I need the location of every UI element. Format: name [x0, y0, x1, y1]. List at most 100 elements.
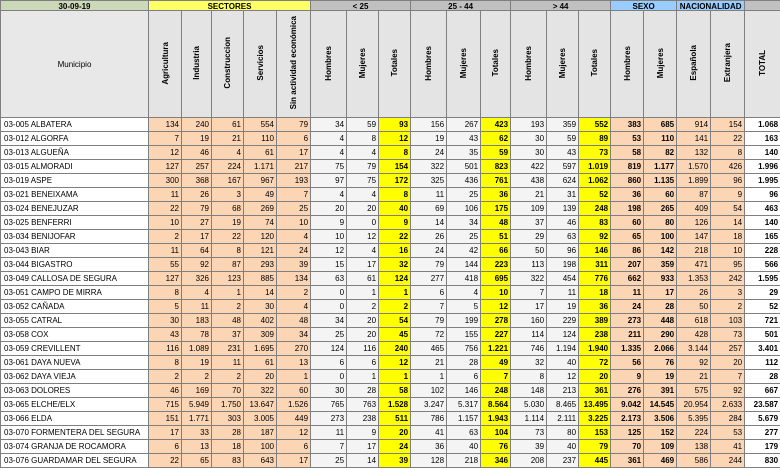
value-cell: 127: [148, 271, 182, 286]
value-cell: 110: [243, 131, 277, 146]
data-row: 03-059 CREVILLENT 116 1.089 231 1.695 270 124 1…: [0, 341, 780, 356]
value-cell: 22: [710, 131, 746, 146]
data-row: 03-066 ELDA 151 1.771 303 3.005 449 273 238 511 7…: [0, 411, 780, 426]
value-cell: 154: [378, 159, 412, 174]
column-header: Mujeres: [546, 10, 580, 118]
value-cell: 58: [610, 145, 645, 160]
value-cell: 325: [410, 173, 448, 188]
value-cell: 418: [446, 271, 482, 286]
value-cell: 20: [710, 355, 746, 370]
value-cell: 29: [744, 285, 780, 300]
value-cell: 32: [378, 257, 412, 272]
value-cell: 26: [181, 187, 212, 202]
value-cell: 244: [710, 453, 746, 468]
value-cell: 93: [378, 117, 412, 132]
value-cell: 9: [610, 369, 645, 384]
value-cell: 240: [181, 117, 212, 132]
value-cell: 409: [676, 201, 712, 216]
value-cell: 21: [211, 131, 244, 146]
column-header: Mujeres: [643, 10, 678, 118]
column-header: Servicios: [243, 10, 277, 118]
value-cell: 11: [610, 285, 645, 300]
value-cell: 39: [510, 439, 548, 454]
value-cell: 257: [710, 341, 746, 356]
value-cell: 8: [510, 369, 548, 384]
value-cell: 103: [710, 313, 746, 328]
value-cell: 9: [710, 187, 746, 202]
value-cell: 8: [710, 145, 746, 160]
value-cell: 56: [610, 355, 645, 370]
value-cell: 248: [578, 201, 612, 216]
value-cell: 17: [510, 299, 548, 314]
value-cell: 5.030: [510, 397, 548, 412]
value-cell: 1.135: [643, 173, 678, 188]
value-cell: 5.679: [744, 411, 780, 426]
value-cell: 30: [243, 299, 277, 314]
value-cell: 618: [676, 313, 712, 328]
value-cell: 59: [480, 145, 512, 160]
value-cell: 42: [446, 243, 482, 258]
value-cell: 3.225: [578, 411, 612, 426]
data-row: 03-013 ALGUEÑA 12 46 4 61 17 4 4 8 24 35 59 30 43 73 58…: [0, 145, 780, 160]
value-cell: 63: [546, 229, 580, 244]
value-cell: 967: [243, 173, 277, 188]
value-cell: 26: [410, 229, 448, 244]
value-cell: 154: [710, 117, 746, 132]
value-cell: 6: [446, 369, 482, 384]
value-cell: 2: [211, 369, 244, 384]
column-header-text: Totales: [590, 49, 600, 77]
value-cell: 48: [480, 215, 512, 230]
data-row: 03-070 FORMENTERA DEL SEGURA 17 33 28 187 12 1…: [0, 425, 780, 440]
value-cell: 126: [676, 215, 712, 230]
value-cell: 127: [148, 159, 182, 174]
value-cell: 20: [346, 313, 380, 328]
value-cell: 140: [744, 145, 780, 160]
column-header-text: Totales: [390, 49, 400, 77]
value-cell: 445: [578, 453, 612, 468]
value-cell: 128: [410, 453, 448, 468]
value-cell: 60: [610, 215, 645, 230]
value-cell: 276: [610, 383, 645, 398]
value-cell: 1.171: [243, 159, 277, 174]
value-cell: 25: [446, 229, 482, 244]
value-cell: 17: [181, 229, 212, 244]
value-cell: 22: [378, 229, 412, 244]
value-cell: 97: [310, 173, 348, 188]
value-cell: 8: [346, 131, 380, 146]
data-row: 03-063 DOLORES 46 169 70 322 60 30 28 58 102 146 24…: [0, 383, 780, 398]
value-cell: 1: [346, 285, 380, 300]
value-cell: 51: [480, 229, 512, 244]
value-cell: 13.495: [578, 397, 612, 412]
value-cell: 0: [310, 369, 348, 384]
value-cell: 25: [310, 327, 348, 342]
column-header-text: Extranjera: [723, 43, 733, 83]
value-cell: 10: [710, 243, 746, 258]
column-header: TOTAL: [744, 10, 780, 118]
value-cell: 30: [510, 131, 548, 146]
value-cell: 20: [378, 425, 412, 440]
value-cell: 76: [643, 355, 678, 370]
value-cell: 586: [676, 453, 712, 468]
value-cell: 1.595: [744, 271, 780, 286]
column-header: Hombres: [410, 10, 448, 118]
value-cell: 9: [346, 425, 380, 440]
value-cell: 248: [480, 383, 512, 398]
value-cell: 7: [148, 131, 182, 146]
value-cell: 37: [510, 215, 548, 230]
group-header: 25 - 44: [410, 0, 512, 11]
value-cell: 17: [346, 439, 380, 454]
value-cell: 17: [275, 145, 312, 160]
value-cell: 68: [211, 201, 244, 216]
value-cell: 423: [480, 117, 512, 132]
column-header: Totales: [578, 10, 612, 118]
value-cell: 152: [643, 425, 678, 440]
value-cell: 12: [480, 299, 512, 314]
value-cell: 0: [310, 299, 348, 314]
column-header: Extranjera: [710, 10, 746, 118]
value-cell: 92: [676, 355, 712, 370]
value-cell: 169: [181, 383, 212, 398]
value-cell: 142: [643, 243, 678, 258]
value-cell: 70: [610, 439, 645, 454]
value-cell: 776: [578, 271, 612, 286]
value-cell: 124: [546, 327, 580, 342]
